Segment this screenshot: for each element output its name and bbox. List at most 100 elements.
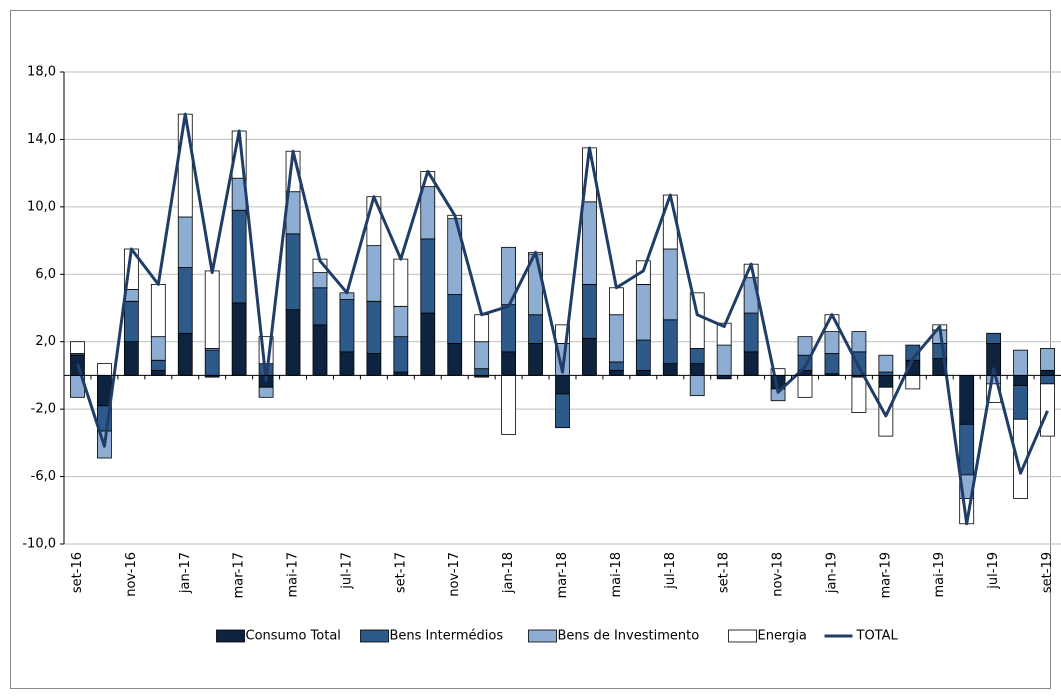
bar-segment bbox=[689, 348, 705, 365]
bar-segment bbox=[689, 363, 705, 376]
legend-swatch bbox=[360, 629, 389, 643]
x-tick-label: mai-19 bbox=[932, 552, 947, 597]
bar-segment bbox=[150, 283, 166, 338]
legend-label: Consumo Total bbox=[246, 629, 341, 644]
y-tick-label: 6,0 bbox=[35, 267, 56, 282]
bar-segment bbox=[555, 375, 570, 395]
x-tick-label: nov-17 bbox=[447, 552, 462, 597]
x-tick-label: jan-18 bbox=[501, 552, 516, 594]
y-tick-label: 2,0 bbox=[35, 334, 56, 349]
bar-segment bbox=[528, 342, 543, 376]
bar-segment bbox=[366, 300, 382, 354]
bar-segment bbox=[285, 309, 301, 376]
bar-segment bbox=[231, 209, 247, 304]
x-tick-label: nov-16 bbox=[124, 552, 139, 597]
bar-segment bbox=[1040, 348, 1055, 371]
y-tick-label: -6,0 bbox=[31, 469, 56, 484]
bar-segment bbox=[474, 368, 490, 376]
bar-segment bbox=[393, 371, 409, 376]
bar-segment bbox=[986, 332, 1002, 344]
bar-segment bbox=[501, 351, 517, 376]
bar-segment bbox=[1013, 375, 1028, 386]
bar-segment bbox=[447, 294, 463, 344]
bar-segment bbox=[1013, 349, 1028, 376]
bar-segment bbox=[797, 375, 813, 398]
bar-segment bbox=[555, 393, 570, 429]
legend-label: TOTAL bbox=[856, 629, 899, 644]
bar-segment bbox=[393, 305, 409, 338]
bar-segment bbox=[70, 341, 85, 354]
legend-label: Energia bbox=[758, 629, 807, 644]
bar-segment bbox=[501, 304, 517, 353]
bar-segment bbox=[150, 359, 166, 371]
bar-segment bbox=[851, 331, 867, 353]
line-series bbox=[76, 112, 1049, 526]
legend-item: Bens de Investimento bbox=[528, 629, 700, 644]
bar-segment bbox=[177, 267, 193, 334]
bar-segment bbox=[420, 186, 436, 240]
bar-segment bbox=[366, 245, 382, 302]
bar-segment bbox=[582, 201, 597, 285]
x-tick-label: set-17 bbox=[393, 552, 408, 593]
bar-segment bbox=[285, 233, 301, 311]
bar-segment bbox=[959, 375, 975, 425]
legend-item: Energia bbox=[728, 629, 807, 644]
bar-segment bbox=[608, 314, 624, 363]
legend-label: Bens Intermédios bbox=[390, 629, 504, 644]
x-tick-label: mar-18 bbox=[555, 552, 570, 598]
bar-segment bbox=[123, 300, 139, 343]
bar-segment bbox=[635, 369, 651, 376]
bar-segment bbox=[501, 375, 517, 435]
bar-segment bbox=[312, 324, 328, 376]
x-tick-label: jul-19 bbox=[986, 552, 1001, 590]
bar-segment bbox=[743, 312, 759, 353]
bar-segment bbox=[123, 341, 139, 376]
y-tick-label: -2,0 bbox=[31, 402, 56, 417]
y-tick-label: 18,0 bbox=[27, 65, 56, 80]
bar-segment bbox=[204, 270, 220, 349]
legend-item: Bens Intermédios bbox=[360, 629, 504, 644]
x-tick-label: set-19 bbox=[1040, 552, 1055, 593]
bar-segment bbox=[851, 376, 867, 413]
x-tick-label: mar-17 bbox=[232, 552, 247, 598]
y-tick-label: 14,0 bbox=[27, 132, 56, 147]
bar-segment bbox=[312, 272, 328, 289]
bar-segment bbox=[1040, 375, 1055, 385]
x-tick-label: set-16 bbox=[70, 552, 85, 593]
bar-segment bbox=[150, 369, 166, 376]
bar-segment bbox=[420, 312, 436, 376]
bar-segment bbox=[878, 371, 894, 376]
y-tick-label: -10,0 bbox=[22, 537, 56, 552]
legend-swatch bbox=[728, 629, 757, 643]
x-tick-label: jan-17 bbox=[178, 552, 193, 594]
x-tick-label: mai-18 bbox=[609, 552, 624, 597]
bar-segment bbox=[635, 283, 651, 341]
bar-segment bbox=[1040, 369, 1055, 376]
x-tick-label: mar-19 bbox=[878, 552, 893, 598]
bar-segment bbox=[339, 299, 355, 353]
legend-label: Bens de Investimento bbox=[558, 629, 700, 644]
bar-segment bbox=[662, 363, 678, 376]
bar-segment bbox=[528, 314, 543, 344]
bar-segment bbox=[393, 258, 409, 307]
y-tick-label: 10,0 bbox=[27, 199, 56, 214]
bar-segment bbox=[689, 375, 705, 397]
x-tick-label: jul-18 bbox=[663, 552, 678, 590]
bar-segment bbox=[582, 337, 597, 376]
bar-segment bbox=[177, 113, 193, 218]
bar-segment bbox=[1040, 383, 1055, 437]
bar-segment bbox=[797, 336, 813, 356]
x-tick-label: nov-18 bbox=[771, 552, 786, 597]
bar-segment bbox=[97, 363, 112, 376]
bar-segment bbox=[177, 332, 193, 376]
bar-segment bbox=[905, 375, 921, 390]
bar-segment bbox=[366, 196, 382, 247]
bar-segment bbox=[204, 349, 220, 376]
bar-segment bbox=[150, 336, 166, 361]
bar-segment bbox=[177, 216, 193, 268]
bar-segment bbox=[420, 238, 436, 314]
bar-segment bbox=[716, 344, 732, 376]
bar-segment bbox=[393, 336, 409, 373]
bar-segment bbox=[258, 386, 274, 398]
